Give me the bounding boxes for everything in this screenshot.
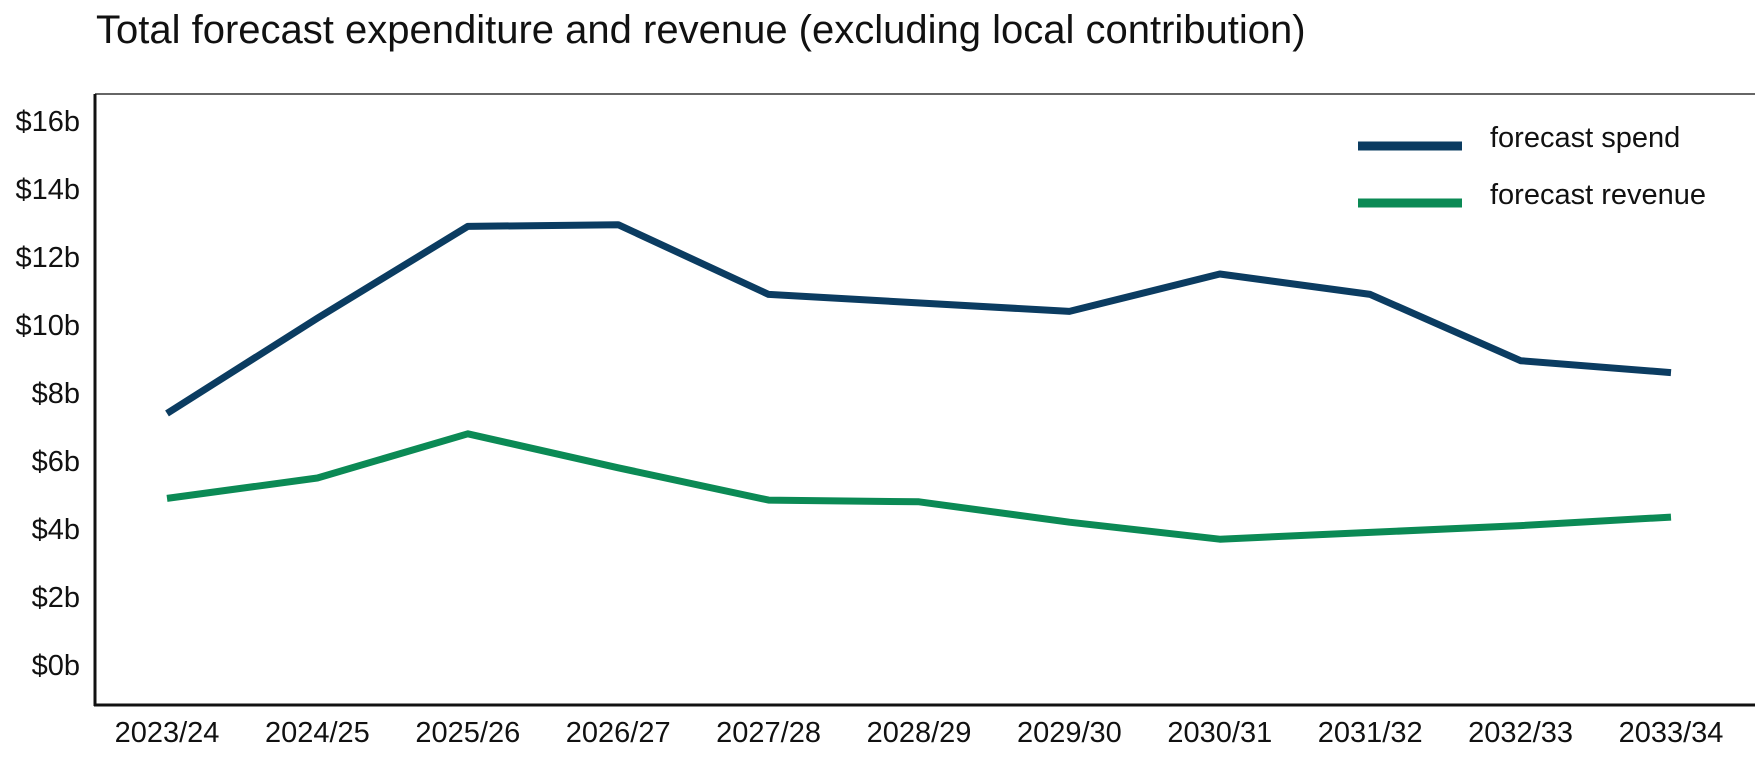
y-tick-label: $0b <box>32 650 80 682</box>
y-tick-label: $10b <box>15 310 80 342</box>
y-tick-label: $4b <box>32 514 80 546</box>
y-tick-label: $2b <box>32 582 80 614</box>
x-tick-label: 2023/24 <box>115 717 220 749</box>
legend: forecast spend forecast revenue <box>1358 122 1706 211</box>
x-tick-label: 2028/29 <box>867 717 972 749</box>
series-line-forecast-spend <box>165 221 1672 417</box>
series-line-forecast-revenue <box>166 430 1672 543</box>
y-tick-label: $8b <box>32 378 80 410</box>
x-tick-label: 2032/33 <box>1468 717 1573 749</box>
series-lines <box>165 221 1672 543</box>
x-tick-label: 2030/31 <box>1167 717 1272 749</box>
y-tick-label: $14b <box>15 174 80 206</box>
x-tick-label: 2031/32 <box>1318 717 1423 749</box>
x-tick-label: 2029/30 <box>1017 717 1122 749</box>
x-tick-labels: 2023/24 2024/25 2025/26 2026/27 2027/28 2028/… <box>115 717 1724 749</box>
chart-title: Total forecast expenditure and revenue (… <box>96 8 1306 52</box>
x-tick-label: 2027/28 <box>716 717 821 749</box>
legend-label: forecast spend <box>1490 122 1680 154</box>
legend-label: forecast revenue <box>1490 179 1706 211</box>
y-tick-label: $16b <box>15 106 80 138</box>
y-tick-labels: $0b $2b $4b $6b $8b $10b $12b $14b $16b <box>15 106 80 682</box>
x-tick-label: 2024/25 <box>265 717 370 749</box>
x-tick-label: 2025/26 <box>415 717 520 749</box>
y-tick-label: $6b <box>32 446 80 478</box>
y-tick-label: $12b <box>15 242 80 274</box>
x-tick-label: 2026/27 <box>566 717 671 749</box>
x-tick-label: 2033/34 <box>1619 717 1724 749</box>
